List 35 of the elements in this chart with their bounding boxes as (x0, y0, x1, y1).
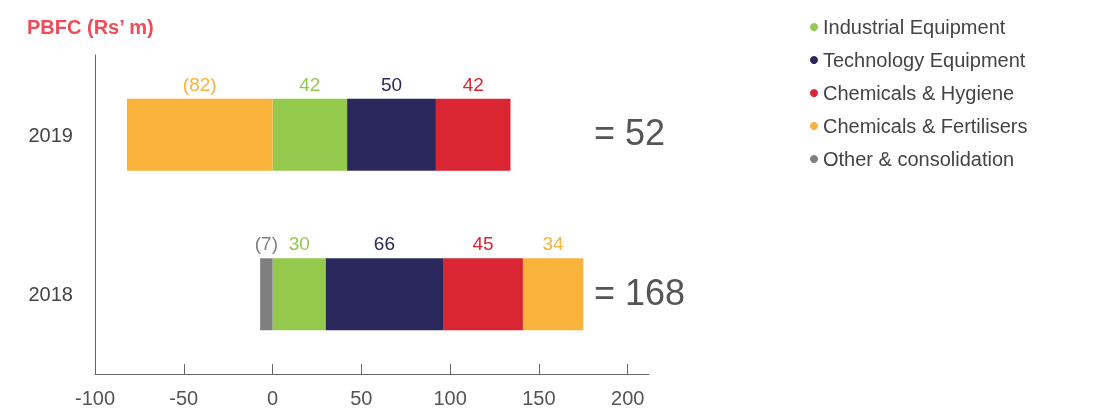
bar (126, 98, 273, 171)
legend-label: Industrial Equipment (823, 16, 1006, 38)
y-tick-label: 2018 (28, 283, 73, 306)
x-tick-label: 100 (433, 387, 467, 408)
legend-label: Other & consolidation (823, 148, 1015, 170)
x-tick-label: 200 (611, 387, 645, 408)
data-label: 66 (373, 233, 395, 255)
bar (522, 258, 584, 331)
bar (260, 258, 273, 331)
bar (347, 98, 436, 171)
data-label: (82) (182, 73, 217, 95)
bar (443, 258, 523, 331)
x-tick-label: 50 (350, 387, 373, 408)
bar (435, 98, 511, 171)
data-label: (7) (254, 233, 278, 255)
data-label: 50 (380, 73, 403, 95)
data-label: 42 (299, 73, 321, 95)
x-tick-label: 150 (522, 387, 556, 408)
data-label: 42 (462, 73, 484, 95)
chart-title: PBFC (Rs’ m) (27, 16, 154, 38)
x-tick-label: -50 (169, 387, 199, 408)
legend-label: Technology Equipment (823, 49, 1026, 71)
data-label: 45 (472, 233, 494, 255)
total-label: = 52 (594, 112, 666, 154)
bar (325, 258, 444, 331)
x-tick-label: -100 (74, 387, 116, 408)
data-label: 34 (542, 233, 565, 255)
total-label: = 168 (594, 271, 686, 313)
legend-label: Chemicals & Hygiene (823, 82, 1015, 104)
data-label: 30 (288, 233, 310, 255)
x-tick-label: 0 (267, 387, 279, 408)
legend-label: Chemicals & Fertilisers (823, 115, 1028, 137)
bar (272, 98, 348, 171)
bar (272, 258, 326, 331)
y-tick-label: 2019 (28, 123, 73, 146)
